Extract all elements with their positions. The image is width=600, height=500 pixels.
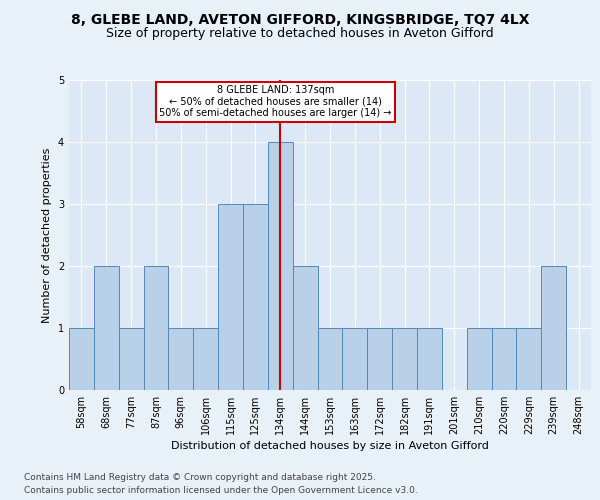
Text: 8 GLEBE LAND: 137sqm
← 50% of detached houses are smaller (14)
50% of semi-detac: 8 GLEBE LAND: 137sqm ← 50% of detached h…	[159, 85, 392, 118]
Bar	[491, 328, 517, 390]
Bar	[119, 328, 143, 390]
Bar	[541, 266, 566, 390]
Text: 8, GLEBE LAND, AVETON GIFFORD, KINGSBRIDGE, TQ7 4LX: 8, GLEBE LAND, AVETON GIFFORD, KINGSBRID…	[71, 12, 529, 26]
Bar	[218, 204, 243, 390]
Bar	[143, 266, 169, 390]
Text: Size of property relative to detached houses in Aveton Gifford: Size of property relative to detached ho…	[106, 28, 494, 40]
X-axis label: Distribution of detached houses by size in Aveton Gifford: Distribution of detached houses by size …	[171, 441, 489, 451]
Bar	[467, 328, 491, 390]
Text: Contains HM Land Registry data © Crown copyright and database right 2025.
Contai: Contains HM Land Registry data © Crown c…	[24, 474, 418, 495]
Bar	[517, 328, 541, 390]
Bar	[169, 328, 193, 390]
Bar	[268, 142, 293, 390]
Bar	[317, 328, 343, 390]
Bar	[392, 328, 417, 390]
Bar	[417, 328, 442, 390]
Bar	[69, 328, 94, 390]
Bar	[343, 328, 367, 390]
Bar	[193, 328, 218, 390]
Bar	[367, 328, 392, 390]
Bar	[293, 266, 317, 390]
Bar	[94, 266, 119, 390]
Y-axis label: Number of detached properties: Number of detached properties	[43, 148, 52, 322]
Bar	[243, 204, 268, 390]
